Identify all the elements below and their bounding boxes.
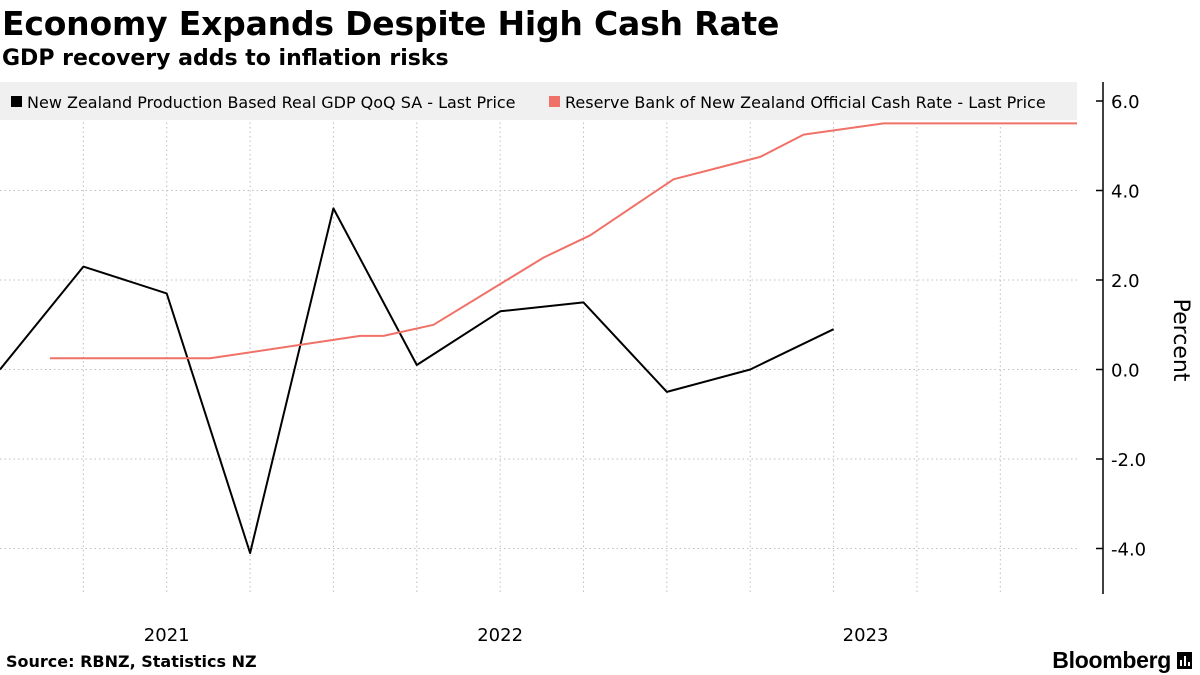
y-tick-label: 6.0 [1111, 92, 1140, 113]
cash-rate-series-line [50, 122, 1077, 360]
gridlines [0, 82, 1077, 594]
x-tick-label: 2023 [843, 625, 889, 646]
y-tick-label: 4.0 [1111, 182, 1140, 203]
legend-label-ocr: Reserve Bank of New Zealand Official Cas… [565, 93, 1046, 112]
y-axis: 6.0 4.0 2.0 0.0 -2.0 -4.0 [1096, 82, 1146, 594]
chart-title: Economy Expands Despite High Cash Rate [2, 4, 780, 43]
bloomberg-logo: Bloomberg [1052, 647, 1192, 674]
bloomberg-terminal-icon [1177, 652, 1192, 669]
y-tick-label: 0.0 [1111, 361, 1140, 382]
legend-swatch-ocr [549, 96, 560, 107]
chart-subtitle: GDP recovery adds to inflation risks [2, 46, 449, 71]
y-tick-label: -2.0 [1111, 450, 1146, 471]
gdp-series-line [0, 207, 835, 554]
brand-name: Bloomberg [1052, 647, 1171, 673]
x-axis-labels: 2021 2022 2023 [144, 625, 889, 646]
y-axis-title: Percent [1168, 299, 1193, 382]
x-tick-label: 2021 [144, 625, 190, 646]
legend-label-gdp: New Zealand Production Based Real GDP Qo… [27, 93, 516, 112]
legend: New Zealand Production Based Real GDP Qo… [0, 82, 1077, 120]
source-note: Source: RBNZ, Statistics NZ [6, 652, 257, 671]
legend-background [0, 82, 1077, 120]
legend-swatch-gdp [11, 96, 22, 107]
y-tick-label: 2.0 [1111, 271, 1140, 292]
series-lines [0, 122, 1077, 554]
x-tick-label: 2022 [477, 625, 523, 646]
y-tick-label: -4.0 [1111, 540, 1146, 561]
